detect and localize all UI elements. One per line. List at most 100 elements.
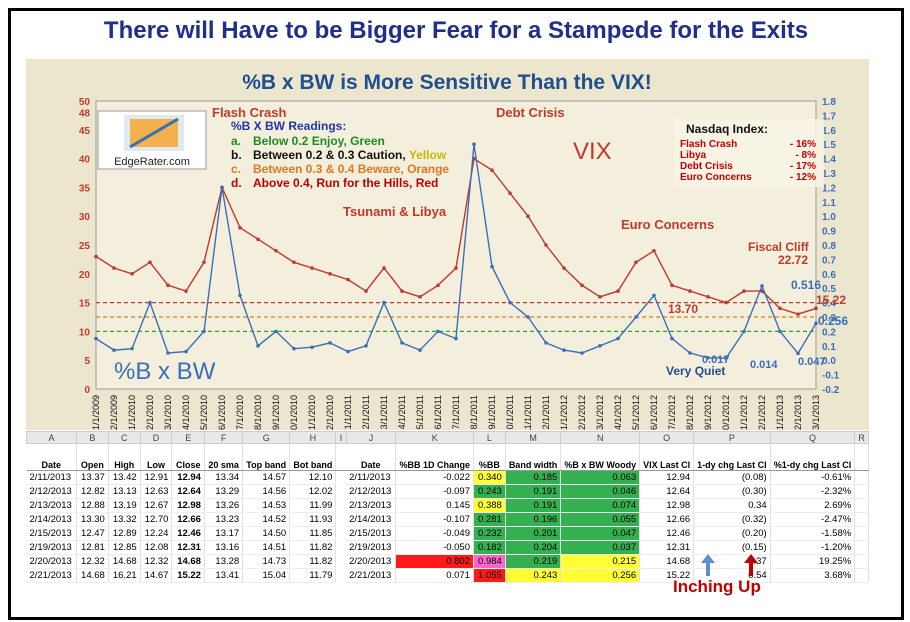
series-point — [418, 348, 422, 352]
x-tick-label: 1/1/2011 — [343, 395, 353, 429]
table-cell: -0.61% — [770, 470, 856, 485]
column-gap — [335, 443, 347, 471]
table-cell: 15.04 — [242, 568, 291, 583]
value-0-047: 0.047 — [798, 356, 826, 368]
x-tick-label: 11/1/2011 — [523, 395, 533, 430]
up-arrow-blue-icon — [701, 554, 715, 576]
series-point — [814, 306, 818, 311]
table-cell: (0.15) — [693, 540, 771, 555]
table-cell: (0.08) — [693, 470, 771, 485]
x-tick-label: 6/1/2010 — [217, 395, 227, 430]
series-point — [706, 355, 710, 360]
table-cell: -0.107 — [395, 512, 474, 527]
y-right-tick-label: -0.1 — [822, 371, 840, 382]
table-cell: (0.32) — [693, 512, 771, 527]
y-right-tick-label: 1.3 — [822, 169, 836, 180]
y-left-tick-label: 35 — [79, 183, 91, 194]
series-point — [598, 295, 602, 299]
y-right-tick-label: 0.3 — [822, 313, 836, 324]
series-point — [508, 300, 512, 305]
series-point — [184, 289, 188, 293]
series-point — [328, 341, 332, 345]
reading-text: Between 0.2 & 0.3 Caution, Yellow — [253, 148, 447, 162]
y-left-tick-label: 10 — [79, 327, 91, 338]
reading-key: d. — [231, 176, 242, 190]
table-cell: 12.85 — [108, 540, 141, 555]
series-point — [652, 293, 656, 298]
series-point — [670, 283, 674, 288]
column-header: Bot band — [289, 443, 337, 471]
series-point — [364, 289, 368, 293]
flash-crash-label: Flash Crash — [212, 105, 286, 120]
table-cell: 12.46 — [639, 526, 695, 541]
column-letter: N — [560, 431, 641, 444]
x-tick-label: 1/1/2013 — [775, 395, 785, 430]
x-tick-label: 4/1/2012 — [613, 395, 623, 430]
table-cell: 14.51 — [242, 540, 291, 555]
table-cell: 15.22 — [171, 568, 205, 583]
series-point — [436, 283, 440, 288]
x-tick-label: 3/1/2011 — [379, 395, 389, 429]
table-cell: 0.232 — [473, 526, 506, 541]
table-cell: 12.32 — [140, 554, 173, 569]
y-right-tick-label: 0.0 — [822, 356, 836, 367]
data-table: A B C D E F G H I J K L M N O P Q R Date Open High Low Close 20… — [25, 431, 869, 583]
table-cell: 12.88 — [76, 498, 109, 513]
y-right-tick-label: 0.5 — [822, 284, 836, 295]
table-cell: 0.340 — [473, 470, 506, 485]
table-cell: 13.13 — [108, 484, 141, 499]
table-cell: 12.10 — [289, 470, 337, 485]
table-cell: 0.191 — [505, 498, 562, 513]
series-point — [688, 289, 692, 293]
table-cell: 0.388 — [473, 498, 506, 513]
reading-text: Below 0.2 Enjoy, Green — [253, 134, 385, 148]
column-header: Close — [171, 443, 205, 471]
table-cell: 2/15/2013 — [346, 526, 397, 541]
table-cell: 2/14/2013 — [26, 512, 78, 527]
x-tick-label: 8/1/2011 — [469, 395, 479, 429]
table-cell: 13.32 — [108, 512, 141, 527]
table-cell: 11.99 — [289, 498, 337, 513]
y-left-tick-label: 30 — [79, 212, 91, 223]
nasdaq-row-value: - 12% — [790, 172, 816, 183]
x-tick-label: 2/1/2013 — [793, 395, 803, 430]
x-tick-label: 1/1/2012 — [559, 395, 569, 430]
series-point — [544, 243, 548, 247]
table-cell: 12.89 — [108, 526, 141, 541]
column-letter: D — [139, 431, 173, 444]
series-point — [454, 266, 458, 270]
series-point — [634, 315, 638, 319]
x-tick-label: 3/1/2010 — [163, 395, 173, 430]
series-point — [346, 277, 350, 282]
readings-legend: %B X BW Readings:a. Below 0.2 Enjoy, Gree… — [231, 119, 449, 190]
y-right-tick-label: 1.7 — [822, 111, 836, 122]
table-gap — [336, 499, 346, 513]
series-point — [202, 329, 206, 334]
series-point — [796, 351, 800, 356]
y-right-tick-label: 0.1 — [822, 342, 836, 353]
table-cell: 0.047 — [560, 526, 641, 541]
table-cell: 14.68 — [639, 554, 695, 569]
table-cell: 2/21/2013 — [346, 568, 397, 583]
series-point — [94, 254, 98, 259]
table-cell: -0.022 — [395, 470, 474, 485]
column-header: Top band — [242, 443, 291, 471]
value-0-256: 0.256 — [818, 314, 848, 328]
column-header: High — [108, 443, 141, 471]
x-tick-label: 5/1/2011 — [415, 395, 425, 429]
table-cell: 0.037 — [560, 540, 641, 555]
table-cell: -0.049 — [395, 526, 474, 541]
nasdaq-row-value: - 17% — [790, 161, 816, 172]
series-point — [778, 306, 782, 311]
series-point — [598, 344, 602, 348]
chart-area: %B x BW is More Sensitive Than the VIX! … — [26, 59, 869, 430]
table-cell: 0.204 — [505, 540, 562, 555]
table-cell: 0.219 — [505, 554, 562, 569]
series-point — [580, 351, 584, 355]
table-cell: 13.23 — [204, 512, 244, 527]
x-tick-label: 11/1/2012 — [739, 395, 749, 430]
y-right-tick-label: -0.2 — [822, 385, 840, 396]
y-left-tick-label: 20 — [79, 270, 91, 281]
table-cell: -2.32% — [770, 484, 856, 499]
x-tick-label: 11/1/2010 — [307, 395, 317, 430]
